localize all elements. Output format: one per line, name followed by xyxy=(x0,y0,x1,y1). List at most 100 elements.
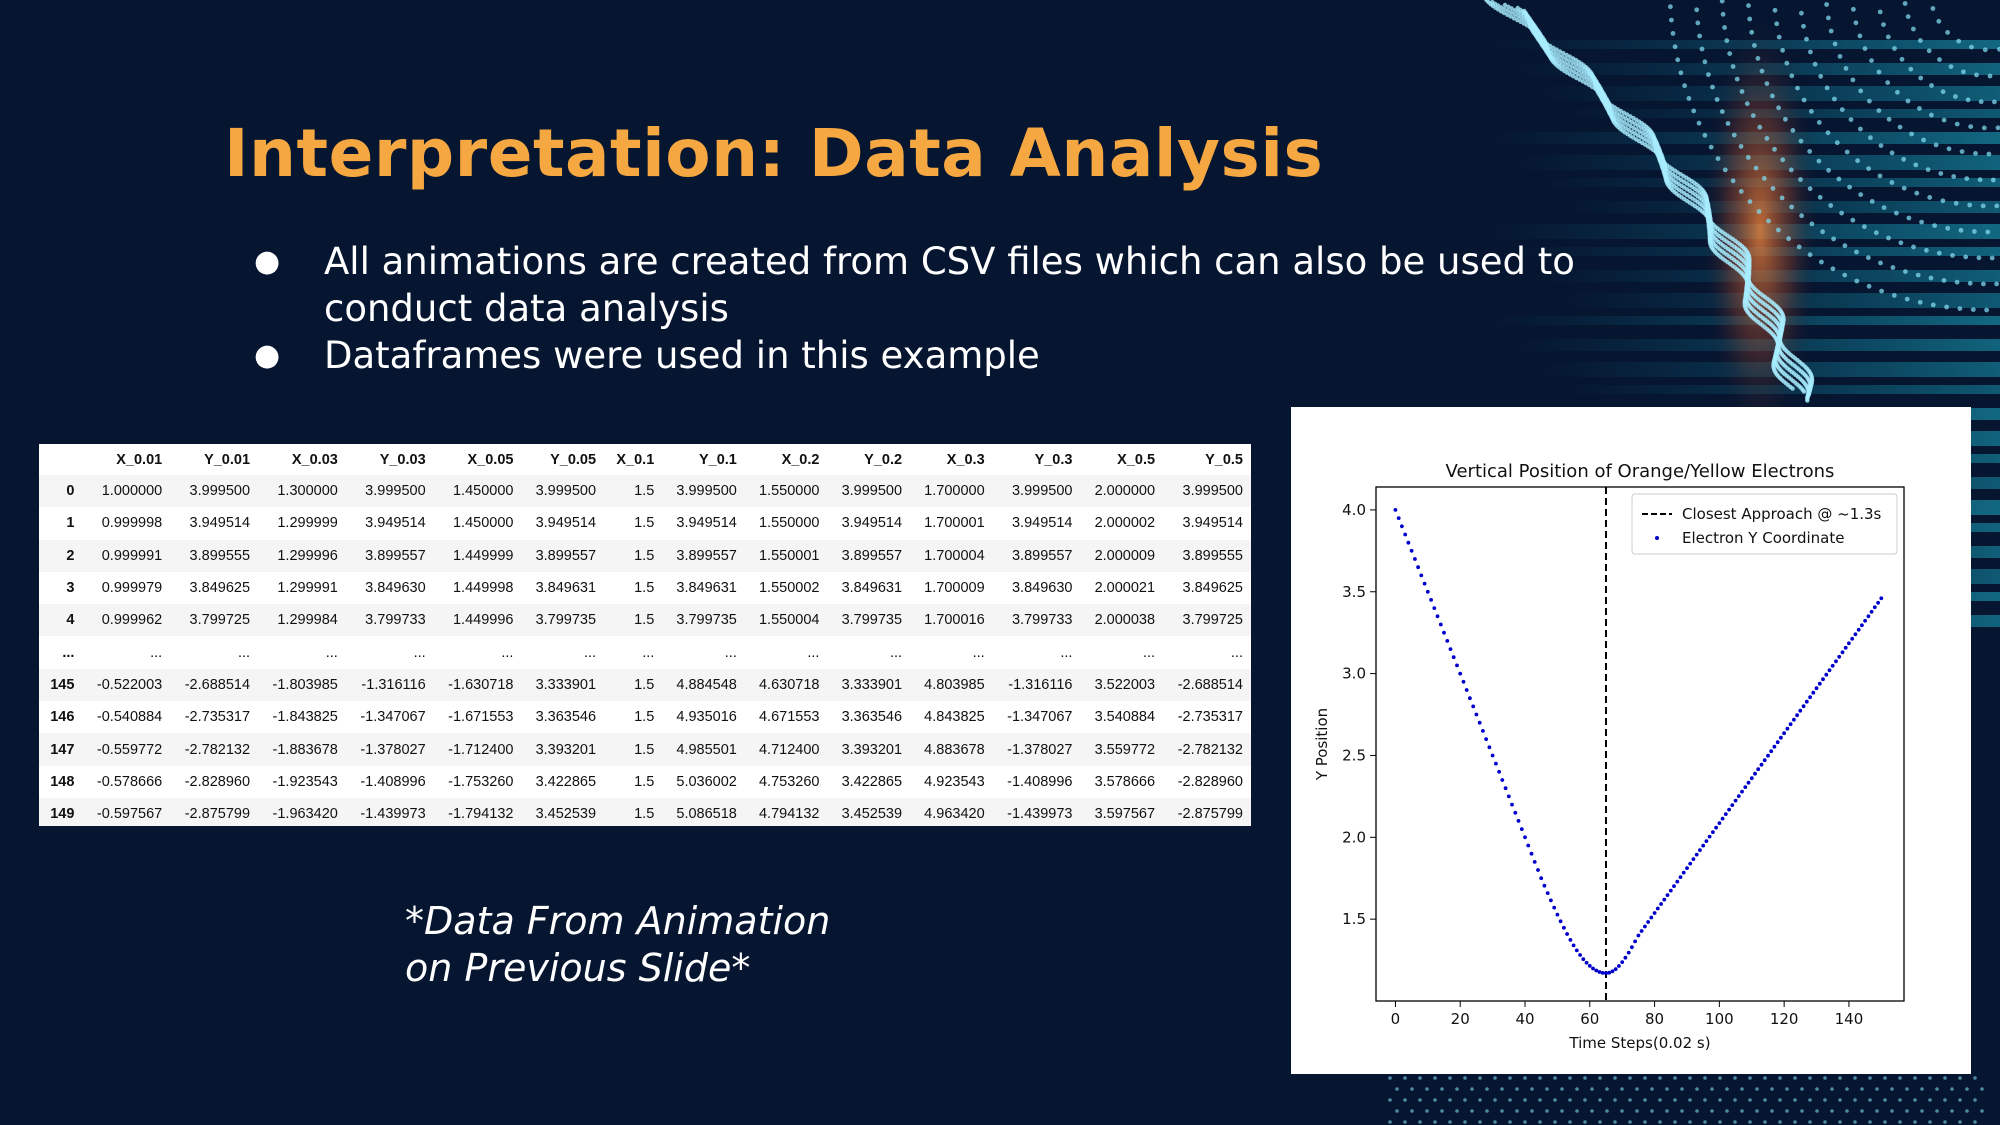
y-tick-label: 1.5 xyxy=(1342,910,1366,928)
table-row: 2 0.999991 3.899555 1.299996 3.899557 1.44999… xyxy=(39,539,1251,572)
data-point xyxy=(1429,598,1433,602)
x-tick-label: 140 xyxy=(1835,1010,1864,1028)
dotted-helix xyxy=(1483,0,1815,403)
data-point xyxy=(1681,870,1686,875)
table-cell: -2.735317 xyxy=(184,709,251,726)
y-tick-label: 2.0 xyxy=(1342,828,1366,846)
data-point xyxy=(1753,771,1757,776)
data-point xyxy=(1863,618,1867,623)
table-cell: 3.949514 xyxy=(365,515,426,532)
data-point xyxy=(1555,912,1560,917)
data-point xyxy=(1785,726,1790,731)
table-cell: 3.452539 xyxy=(535,806,597,823)
data-point xyxy=(1691,857,1696,861)
data-point xyxy=(1416,565,1420,570)
data-point xyxy=(1749,776,1754,781)
table-cell: 3.393201 xyxy=(841,741,903,758)
data-point xyxy=(1775,740,1780,745)
table-cell: 1.450000 xyxy=(452,483,514,500)
table-cell: ... xyxy=(889,644,903,661)
table-cell: 3.899557 xyxy=(535,547,597,564)
data-point xyxy=(1662,897,1667,902)
data-point xyxy=(1769,749,1774,754)
data-point xyxy=(1419,573,1424,578)
legend-box xyxy=(1631,493,1898,555)
table-cell: 3.799735 xyxy=(676,612,737,629)
table-row: 4 0.999962 3.799725 1.299984 3.799733 1.44999… xyxy=(39,604,1251,637)
table-cell: ... xyxy=(325,644,338,661)
data-point xyxy=(1597,970,1602,974)
table-cell: 3.849625 xyxy=(1182,580,1243,597)
data-point xyxy=(1516,819,1521,823)
table-cell: -2.735317 xyxy=(1177,709,1243,726)
data-point xyxy=(1675,879,1680,884)
table-cell: 3.999500 xyxy=(676,483,737,500)
data-point xyxy=(1613,967,1618,971)
table-cell: -1.923543 xyxy=(272,773,338,790)
table-cell: 3.849631 xyxy=(841,580,903,597)
data-point xyxy=(1497,769,1501,774)
bottom-dots xyxy=(1388,1076,1984,1124)
table-cell: 4.883678 xyxy=(924,741,985,758)
data-point xyxy=(1730,803,1735,807)
table-cell: -1.408996 xyxy=(1007,773,1073,790)
note-line: on Previous Slide* xyxy=(405,946,751,990)
data-point xyxy=(1837,654,1842,659)
table-cell: ... xyxy=(237,644,251,661)
bullet-item: ● Dataframes were used in this example xyxy=(250,332,1670,379)
table-cell: -0.559772 xyxy=(96,741,163,758)
table-cell: 3.799735 xyxy=(841,612,903,629)
data-point xyxy=(1604,971,1608,976)
data-point xyxy=(1481,729,1485,733)
data-point xyxy=(1840,650,1845,655)
table-cell: -2.828960 xyxy=(184,773,251,790)
data-point xyxy=(1445,639,1450,643)
data-point xyxy=(1779,735,1783,740)
table-cell: 4.985501 xyxy=(676,741,737,758)
table-cell: 3.849631 xyxy=(535,580,597,597)
table-cell: 3.393201 xyxy=(535,741,597,758)
data-point xyxy=(1639,929,1644,933)
data-point xyxy=(1409,548,1414,553)
table-cell: 3.540884 xyxy=(1094,709,1156,726)
data-point xyxy=(1425,589,1430,594)
data-point xyxy=(1866,614,1871,619)
table-cell: 3.799725 xyxy=(1182,612,1243,629)
table-cell: 0.999962 xyxy=(101,612,163,629)
data-point xyxy=(1396,516,1401,520)
data-point xyxy=(1759,762,1764,767)
y-tick-label: 2.5 xyxy=(1342,746,1366,764)
bullet-item: ● All animations are created from CSV fi… xyxy=(250,238,1670,332)
table-cell: -0.597567 xyxy=(96,806,163,823)
column-header: Y_0.03 xyxy=(379,451,426,468)
table-cell: 5.036002 xyxy=(676,773,737,790)
legend-dot-swatch xyxy=(1655,536,1659,540)
data-point xyxy=(1698,848,1702,852)
column-header: X_0.2 xyxy=(781,451,820,468)
table-cell: 3.999500 xyxy=(535,483,597,500)
row-index: 1 xyxy=(66,515,75,532)
data-point xyxy=(1736,794,1741,798)
data-point xyxy=(1843,645,1848,650)
table-cell: ... xyxy=(1060,644,1073,661)
table-cell: -2.782132 xyxy=(184,741,251,758)
data-point xyxy=(1636,933,1641,938)
table-cell: -1.671553 xyxy=(448,709,514,726)
table-cell: 1.449996 xyxy=(452,612,514,629)
x-axis-label: Time Steps(0.02 s) xyxy=(1568,1034,1710,1052)
x-tick-label: 0 xyxy=(1391,1010,1401,1028)
table-cell: 3.522003 xyxy=(1094,676,1156,693)
table-cell: ... xyxy=(1142,644,1156,661)
data-point xyxy=(1477,720,1482,725)
data-point xyxy=(1795,713,1799,718)
table-cell: ... xyxy=(150,644,163,661)
table-cell: 1.700001 xyxy=(924,515,985,532)
data-point xyxy=(1458,671,1463,676)
table-cell: 3.999500 xyxy=(1182,483,1243,500)
data-point xyxy=(1435,614,1440,619)
data-point xyxy=(1620,960,1625,964)
table-cell: 4.923543 xyxy=(924,773,985,790)
table-cell: -1.883678 xyxy=(272,741,338,758)
table-cell: -0.578666 xyxy=(96,773,163,790)
row-index: ... xyxy=(62,644,75,661)
